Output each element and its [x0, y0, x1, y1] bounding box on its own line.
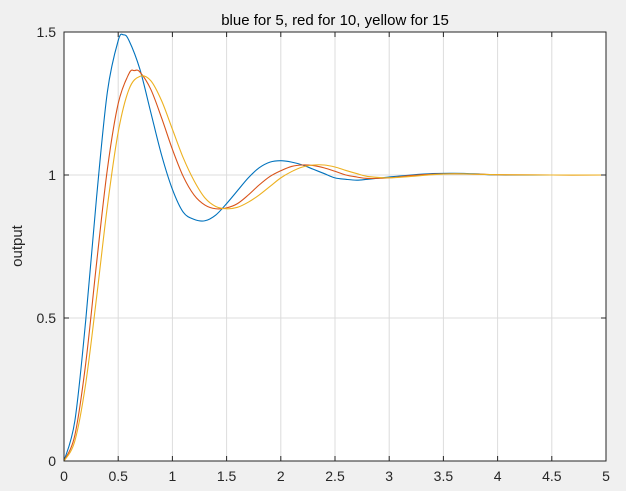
y-tick-label: 0 [48, 453, 56, 469]
y-tick-labels: 0 0.5 1 1.5 [37, 24, 57, 469]
x-tick-label: 2 [277, 468, 285, 484]
x-tick-label: 5 [602, 468, 610, 484]
y-tick-label: 1.5 [37, 24, 57, 40]
chart-title: blue for 5, red for 10, yellow for 15 [221, 12, 449, 29]
series-line-1 [63, 33, 606, 462]
x-tick-label: 4 [494, 468, 502, 484]
x-tick-label: 2.5 [325, 468, 345, 484]
x-tick-label: 3.5 [434, 468, 454, 484]
series-line-3 [63, 75, 607, 462]
series-lines [63, 33, 607, 462]
x-tick-labels: 0 0.5 1 1.5 2 2.5 3 3.5 4 4.5 5 [60, 468, 610, 484]
series-line-2 [63, 69, 607, 462]
y-tick-label: 1 [48, 167, 56, 183]
x-tick-label: 0 [60, 468, 68, 484]
x-tick-label: 0.5 [108, 468, 128, 484]
y-tick-label: 0.5 [37, 310, 57, 326]
x-tick-label: 1.5 [217, 468, 237, 484]
x-tick-label: 1 [169, 468, 177, 484]
x-tick-label: 3 [385, 468, 393, 484]
x-tick-label: 4.5 [542, 468, 562, 484]
tick-marks [63, 31, 607, 462]
y-axis-title: output [9, 224, 26, 267]
